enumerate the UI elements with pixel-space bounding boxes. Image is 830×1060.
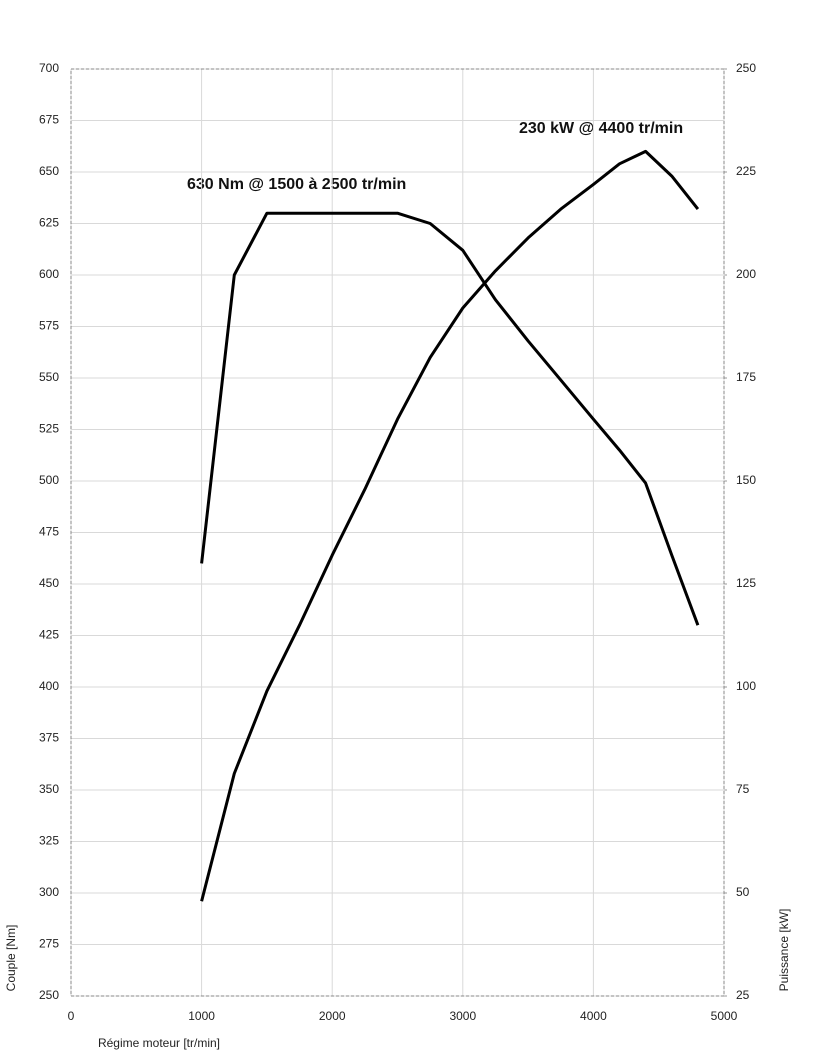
y-tick-label: 675 xyxy=(39,113,59,127)
y2-tick-label: 150 xyxy=(736,473,756,487)
y-tick-label: 600 xyxy=(39,267,59,281)
y2-tick-label: 225 xyxy=(736,164,756,178)
y-tick-label: 700 xyxy=(39,61,59,75)
y-tick-label: 650 xyxy=(39,164,59,178)
y2-tick-label: 25 xyxy=(736,988,750,1002)
y-tick-label: 425 xyxy=(39,628,59,642)
y-tick-label: 525 xyxy=(39,422,59,436)
y-tick-label: 250 xyxy=(39,988,59,1002)
plot-border xyxy=(70,68,725,997)
annotation: 230 kW @ 4400 tr/min xyxy=(519,120,683,137)
y-tick-label: 550 xyxy=(39,370,59,384)
y-tick-label: 325 xyxy=(39,834,59,848)
x-axis-label: Régime moteur [tr/min] xyxy=(98,1036,220,1050)
line-series xyxy=(200,211,700,626)
y-tick-label: 400 xyxy=(39,679,59,693)
y2-tick-label: 75 xyxy=(736,782,750,796)
y-tick-label: 350 xyxy=(39,782,59,796)
annotation: 630 Nm @ 1500 à 2500 tr/min xyxy=(187,176,406,193)
y-tick-label: 275 xyxy=(39,937,59,951)
y-tick-label: 450 xyxy=(39,576,59,590)
y-tick-label: 375 xyxy=(39,731,59,745)
y-tick-label: 475 xyxy=(39,525,59,539)
y2-tick-label: 200 xyxy=(736,267,756,281)
y2-tick-label: 125 xyxy=(736,576,756,590)
y2-tick-label: 250 xyxy=(736,61,756,75)
x-tick-label: 0 xyxy=(68,1009,75,1023)
y-tick-label: 575 xyxy=(39,319,59,333)
y-tick-label: 300 xyxy=(39,885,59,899)
y-tick-label: 625 xyxy=(39,216,59,230)
y2-tick-label: 175 xyxy=(736,370,756,384)
x-tick-label: 4000 xyxy=(580,1009,607,1023)
y2-tick-label: 100 xyxy=(736,679,756,693)
x-tick-label: 5000 xyxy=(711,1009,738,1023)
y2-tick-label: 50 xyxy=(736,885,750,899)
x-tick-label: 3000 xyxy=(449,1009,476,1023)
y2-axis-label: Puissance [kW] xyxy=(777,909,791,992)
y-axis-label: Couple [Nm] xyxy=(4,925,18,992)
y-tick-label: 500 xyxy=(39,473,59,487)
line-series xyxy=(200,149,700,902)
x-tick-label: 2000 xyxy=(319,1009,346,1023)
x-tick-label: 1000 xyxy=(188,1009,215,1023)
